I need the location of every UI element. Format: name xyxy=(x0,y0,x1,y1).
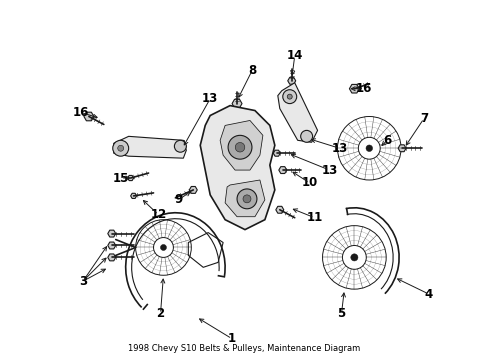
Circle shape xyxy=(350,254,357,261)
Polygon shape xyxy=(224,180,264,217)
Text: 13: 13 xyxy=(321,163,337,176)
Text: 3: 3 xyxy=(79,275,87,288)
Circle shape xyxy=(365,145,372,152)
Circle shape xyxy=(118,145,123,151)
Text: 14: 14 xyxy=(286,49,302,63)
Polygon shape xyxy=(220,121,263,170)
Polygon shape xyxy=(278,167,286,174)
Polygon shape xyxy=(130,193,136,198)
Text: 4: 4 xyxy=(424,288,432,301)
Text: 13: 13 xyxy=(331,142,347,155)
Circle shape xyxy=(282,90,296,104)
Circle shape xyxy=(300,130,312,142)
Circle shape xyxy=(227,135,251,159)
Polygon shape xyxy=(107,230,116,237)
Polygon shape xyxy=(84,112,94,121)
Polygon shape xyxy=(349,84,359,93)
Polygon shape xyxy=(273,150,280,156)
Text: 8: 8 xyxy=(247,64,256,77)
Polygon shape xyxy=(397,145,405,152)
Text: 10: 10 xyxy=(301,176,317,189)
Circle shape xyxy=(237,189,256,209)
Text: 16: 16 xyxy=(73,106,89,119)
Text: 13: 13 xyxy=(202,92,218,105)
Polygon shape xyxy=(189,186,197,193)
Polygon shape xyxy=(287,77,295,84)
Polygon shape xyxy=(200,105,274,230)
Polygon shape xyxy=(114,136,186,158)
Circle shape xyxy=(243,195,250,203)
Polygon shape xyxy=(232,99,242,108)
Text: 1998 Chevy S10 Belts & Pulleys, Maintenance Diagram: 1998 Chevy S10 Belts & Pulleys, Maintena… xyxy=(128,344,360,353)
Polygon shape xyxy=(277,83,317,142)
Text: 12: 12 xyxy=(150,208,166,221)
Circle shape xyxy=(160,244,166,251)
Polygon shape xyxy=(301,132,311,141)
Polygon shape xyxy=(107,242,116,249)
Circle shape xyxy=(174,140,186,152)
Circle shape xyxy=(235,143,244,152)
Text: 2: 2 xyxy=(156,307,164,320)
Text: 16: 16 xyxy=(355,82,372,95)
Circle shape xyxy=(286,94,292,99)
Text: 5: 5 xyxy=(337,307,345,320)
Polygon shape xyxy=(275,206,283,213)
Text: 1: 1 xyxy=(227,332,236,345)
Polygon shape xyxy=(174,141,186,152)
Polygon shape xyxy=(127,175,133,181)
Text: 6: 6 xyxy=(382,134,390,147)
Text: 11: 11 xyxy=(306,211,322,224)
Text: 15: 15 xyxy=(112,171,129,185)
Text: 7: 7 xyxy=(419,112,427,125)
Polygon shape xyxy=(107,254,116,261)
Text: 9: 9 xyxy=(174,193,182,206)
Circle shape xyxy=(113,140,128,156)
